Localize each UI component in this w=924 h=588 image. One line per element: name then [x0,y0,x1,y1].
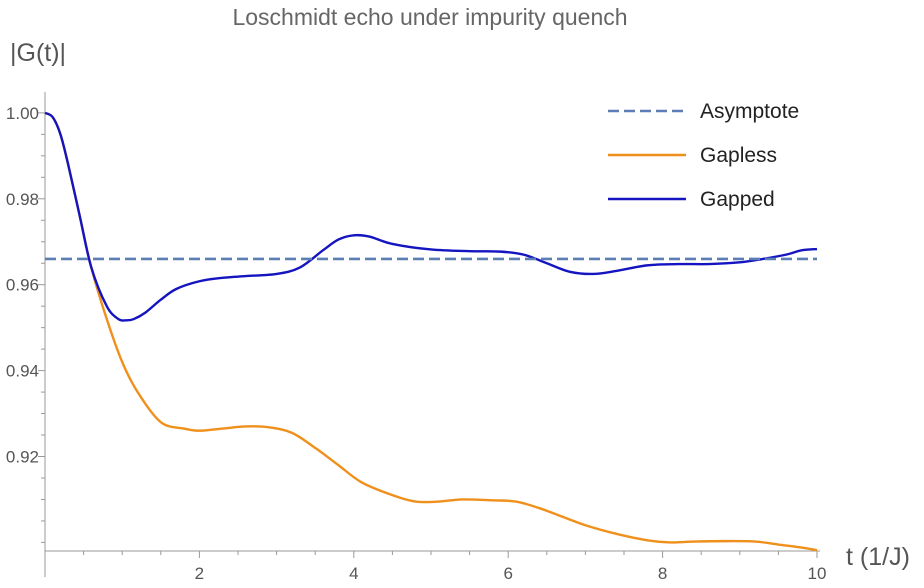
legend-label: Gapped [700,188,775,211]
legend-label: Gapless [700,144,777,167]
y-ticks: 0.92 0.94 0.96 0.98 1.00 [6,104,45,543]
x-tick-label: 4 [349,564,358,583]
chart-title: Loschmidt echo under impurity quench [232,4,627,30]
y-axis-label: |G(t)| [10,39,66,67]
legend: Asymptote Gapless Gapped [608,100,799,211]
y-tick-label: 0.94 [6,362,39,381]
y-tick-label: 0.92 [6,448,39,467]
series-line-gapped [44,111,818,322]
x-ticks: 2 4 6 8 10 [44,551,827,583]
axes: 2 4 6 8 10 0.92 0.94 0.96 0.98 1.00 [6,92,827,583]
y-tick-label: 0.98 [6,190,39,209]
legend-label: Asymptote [700,100,799,123]
legend-item-asymptote: Asymptote [608,100,799,123]
legend-item-gapped: Gapped [608,188,775,211]
x-tick-label: 6 [503,564,512,583]
series-layer [44,111,818,552]
y-tick-label: 0.96 [6,276,39,295]
x-tick-label: 10 [808,564,827,583]
x-axis-label: t (1/J) [846,543,910,571]
y-tick-label: 1.00 [6,104,39,123]
x-tick-label: 2 [195,564,204,583]
legend-item-gapless: Gapless [608,144,777,167]
series-line-gapless [44,111,818,552]
x-tick-label: 8 [658,564,667,583]
